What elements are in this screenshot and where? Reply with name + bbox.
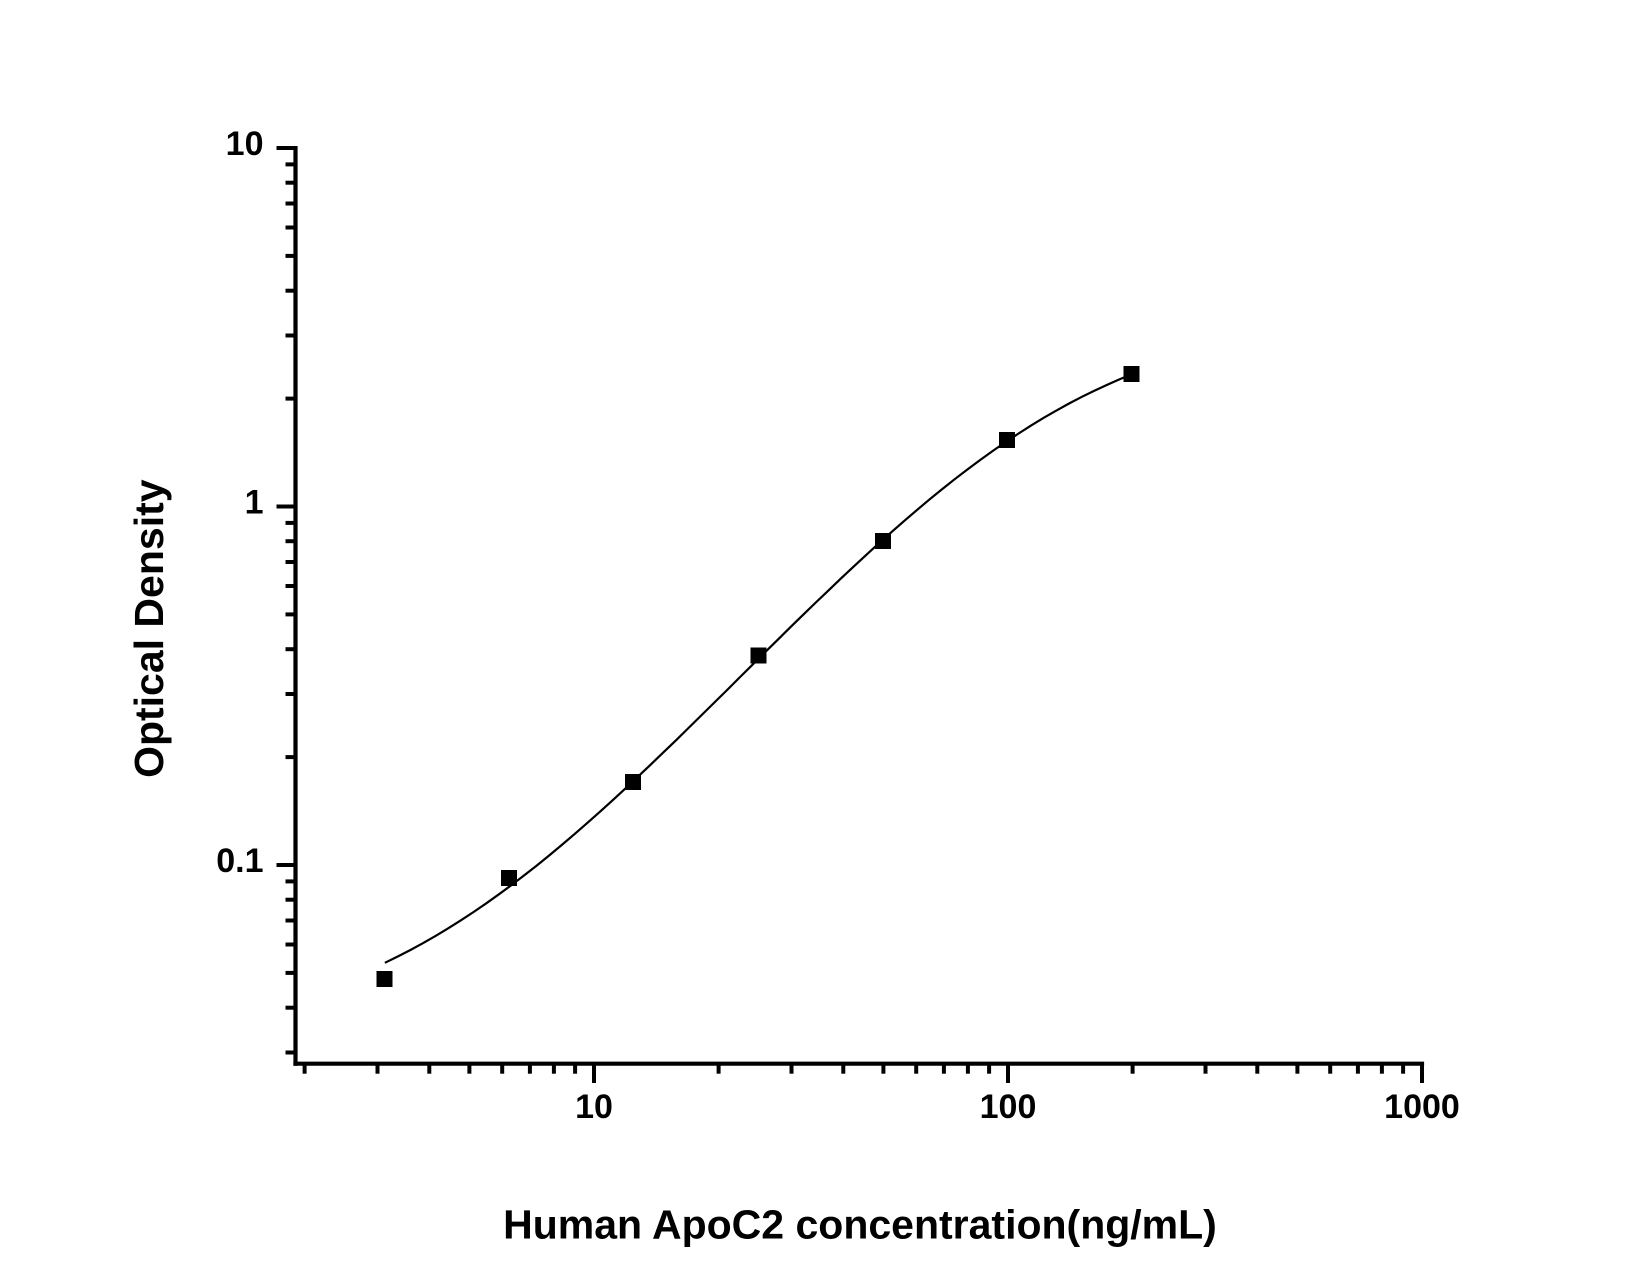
svg-text:100: 100: [980, 1088, 1037, 1126]
svg-text:Human ApoC2 concentration(ng/m: Human ApoC2 concentration(ng/mL): [503, 1202, 1217, 1248]
svg-text:0.1: 0.1: [216, 842, 263, 880]
svg-text:1000: 1000: [1384, 1088, 1460, 1126]
svg-text:Optical Density: Optical Density: [126, 479, 172, 778]
svg-text:1: 1: [245, 484, 264, 522]
svg-text:10: 10: [575, 1088, 613, 1126]
svg-text:10: 10: [226, 125, 264, 163]
